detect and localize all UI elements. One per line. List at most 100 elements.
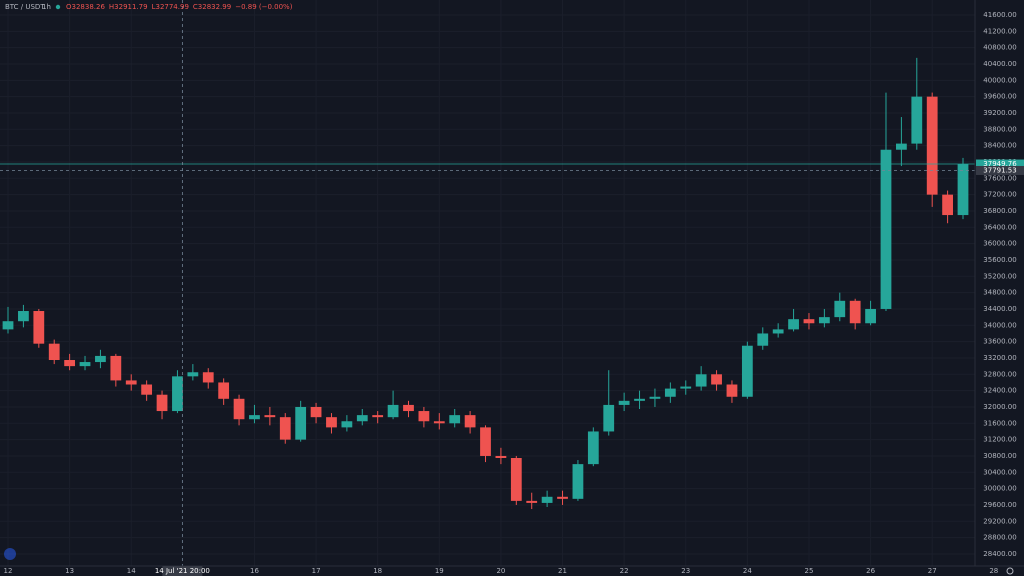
candle-body xyxy=(18,311,29,322)
candle-body xyxy=(788,319,799,330)
candle-body xyxy=(310,406,322,418)
candle-body xyxy=(803,319,815,324)
settings-button[interactable] xyxy=(1006,567,1014,575)
grid xyxy=(0,0,975,566)
candle-body xyxy=(202,372,214,383)
candle-body xyxy=(541,496,553,503)
last-price-box xyxy=(976,159,1024,169)
candle-body xyxy=(495,455,507,459)
symbol: BTC / USDT xyxy=(5,3,45,11)
candle-body xyxy=(187,372,199,377)
y-tick-label: 40800.00 xyxy=(983,44,1016,52)
candle-body xyxy=(726,384,738,397)
y-tick-label: 40400.00 xyxy=(983,60,1016,68)
logo[interactable] xyxy=(4,548,16,560)
x-tick-label: 23 xyxy=(681,567,690,575)
candle-body xyxy=(664,388,676,397)
x-tick-label: 12 xyxy=(4,567,13,575)
last-price-label: 37949.76 xyxy=(983,160,1017,168)
candle-body xyxy=(926,96,938,195)
candle-body xyxy=(95,355,106,363)
crosshair-price-box xyxy=(976,165,1024,175)
y-tick-label: 37600.00 xyxy=(983,174,1016,182)
crosshair-price-label: 37791.53 xyxy=(983,166,1016,174)
candle-body xyxy=(587,431,599,465)
x-tick-label: 13 xyxy=(65,567,74,575)
y-tick-label: 32800.00 xyxy=(983,370,1016,378)
x-tick-label: 19 xyxy=(435,567,444,575)
candle-body xyxy=(618,400,630,405)
candle-body xyxy=(695,374,707,387)
candle-body xyxy=(572,464,584,499)
candle-body xyxy=(526,500,538,503)
candle-body xyxy=(418,411,430,422)
candle-body xyxy=(156,394,168,412)
y-tick-label: 34800.00 xyxy=(983,289,1016,297)
y-tick-label: 41600.00 xyxy=(983,11,1016,19)
x-tick-label: 14 xyxy=(127,567,136,575)
y-tick-label: 34400.00 xyxy=(983,305,1016,313)
candle-body xyxy=(33,311,45,344)
candle-body xyxy=(2,321,14,330)
candle-body xyxy=(403,404,414,412)
ohlc-value: C32832.99 xyxy=(193,3,231,11)
candle-body xyxy=(849,300,861,324)
candle-body xyxy=(264,415,276,418)
y-tick-label: 36000.00 xyxy=(983,240,1016,248)
status-dot xyxy=(55,4,61,10)
candle-body xyxy=(433,421,445,424)
x-tick-label: 20 xyxy=(496,567,505,575)
y-tick-label: 38400.00 xyxy=(983,142,1016,150)
candle-body xyxy=(372,415,384,418)
candle-body xyxy=(911,96,923,144)
y-tick-label: 39600.00 xyxy=(983,93,1016,101)
y-tick-label: 38800.00 xyxy=(983,125,1016,133)
crosshair-time-label: 14 Jul '21 20:00 xyxy=(155,567,210,575)
x-tick-label: 28 xyxy=(989,567,998,575)
ohlc-value: L32774.99 xyxy=(152,3,189,11)
y-tick-label: 29600.00 xyxy=(983,501,1016,509)
candle-body xyxy=(449,415,461,424)
ohlc-value: O32838.26 xyxy=(66,3,105,11)
axes: 41600.00 41200.00 40800.00 40400.00 40000.00… xyxy=(4,11,1024,576)
candle-body xyxy=(295,406,307,440)
candle-body xyxy=(279,417,291,440)
candle-body xyxy=(172,376,183,412)
x-tick-label: 22 xyxy=(620,567,629,575)
candle-body xyxy=(480,427,491,456)
candle-body xyxy=(48,343,60,361)
x-tick-label: 27 xyxy=(928,567,937,575)
candle-body xyxy=(942,194,953,216)
candle-body xyxy=(110,355,122,381)
candle-body xyxy=(356,415,368,422)
ohlc-value: −0.89 (−0.00%) xyxy=(235,3,293,11)
candle-body xyxy=(510,458,522,501)
candle-body xyxy=(326,417,337,428)
y-tick-label: 28800.00 xyxy=(983,534,1016,542)
candle-body xyxy=(896,143,907,150)
y-tick-label: 29200.00 xyxy=(983,517,1016,525)
y-tick-label: 41200.00 xyxy=(983,27,1016,35)
y-tick-label: 33200.00 xyxy=(983,354,1016,362)
x-tick-label: 26 xyxy=(866,567,875,575)
ohlc-legend: O32838.26 H32911.79 L32774.99 C32832.99 −0.8… xyxy=(66,3,293,11)
y-tick-label: 39200.00 xyxy=(983,109,1016,117)
y-tick-label: 33600.00 xyxy=(983,338,1016,346)
x-tick-label: 25 xyxy=(805,567,814,575)
candle-body xyxy=(464,415,476,428)
candle-body xyxy=(387,404,399,418)
candle-body xyxy=(680,386,692,389)
candle-body xyxy=(218,382,230,399)
x-tick-label: 18 xyxy=(373,567,382,575)
candle-body xyxy=(125,380,137,385)
candle-body xyxy=(634,398,645,401)
y-tick-label: 35200.00 xyxy=(983,272,1016,280)
candle-body xyxy=(64,360,76,367)
candle-body xyxy=(141,384,153,395)
y-tick-label: 30800.00 xyxy=(983,452,1016,460)
candle-body xyxy=(79,362,91,367)
y-tick-label: 28400.00 xyxy=(983,550,1016,558)
x-tick-label: 24 xyxy=(743,567,752,575)
